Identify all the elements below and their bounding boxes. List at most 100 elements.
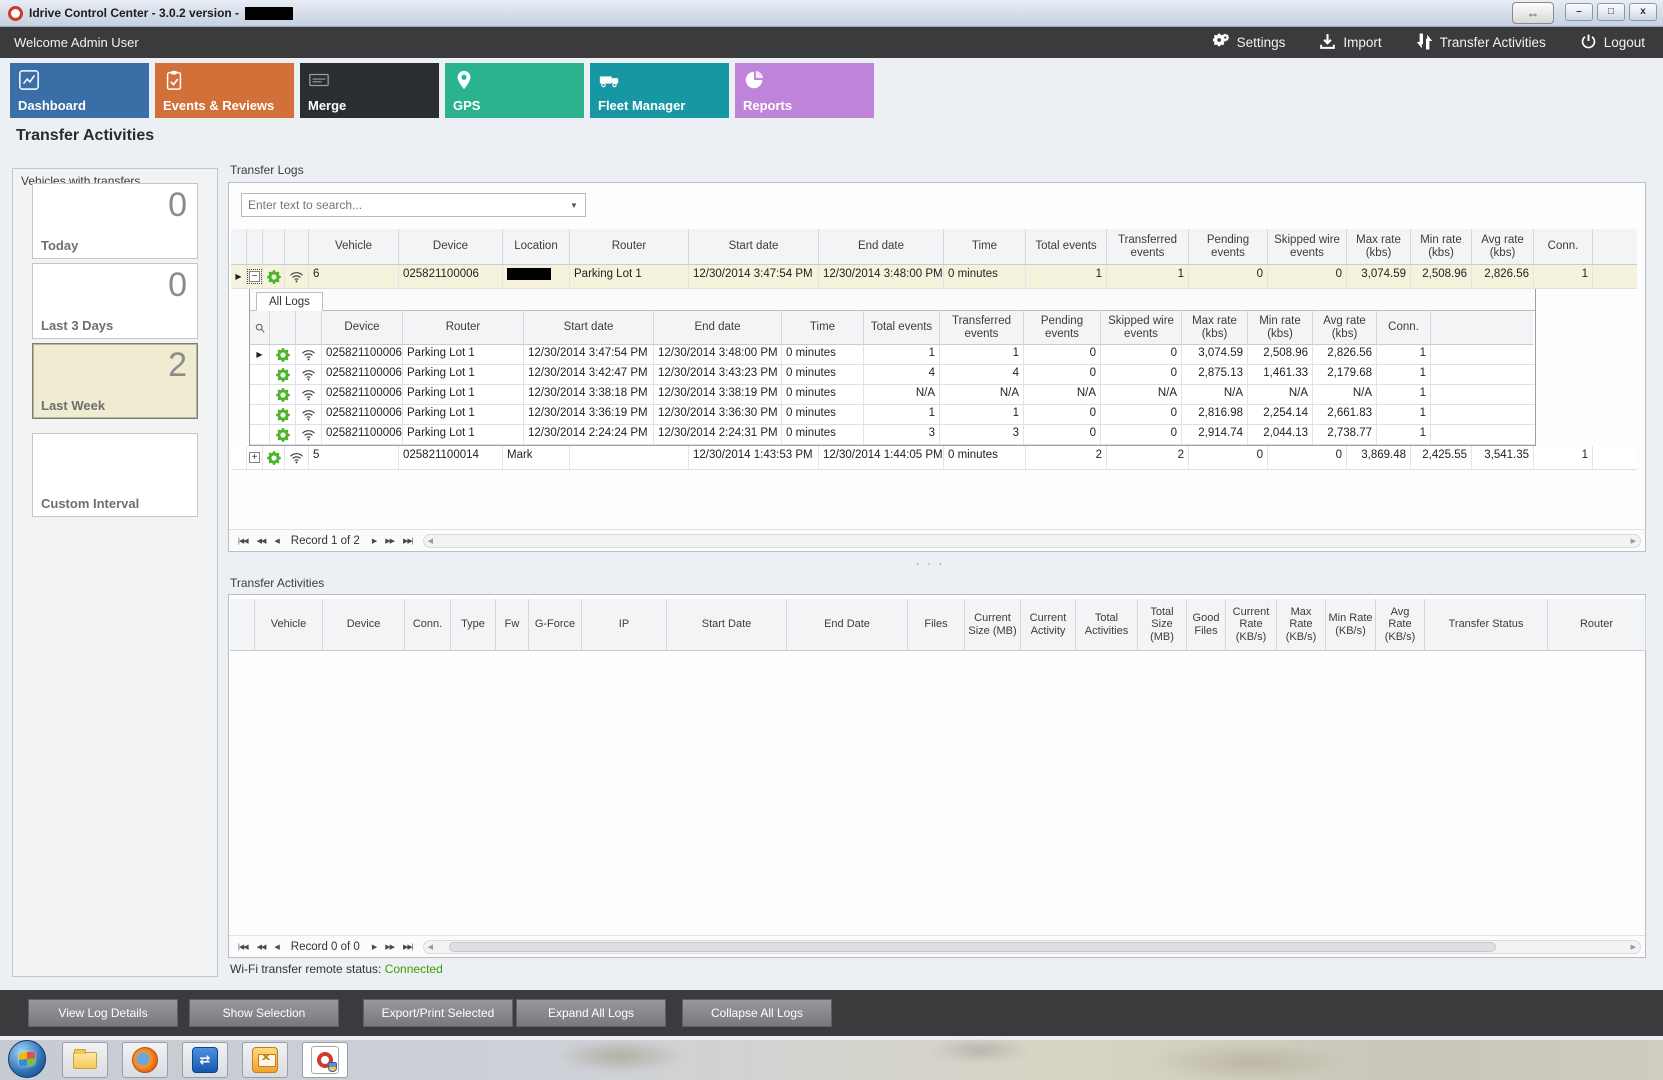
sub-column-header-min-rate-kbs-[interactable]: Min rate (kbs) [1248, 311, 1313, 345]
sub-column-header-time[interactable]: Time [782, 311, 864, 345]
column-header-total-events[interactable]: Total events [1026, 229, 1107, 265]
header-action-transfer-activities[interactable]: Transfer Activities [1416, 33, 1546, 53]
activities-column-header-g-force[interactable]: G-Force [529, 599, 582, 651]
footer-button-view-log-details[interactable]: View Log Details [28, 999, 178, 1027]
scrollbar-thumb[interactable] [448, 941, 1496, 952]
column-header-end-date[interactable]: End date [819, 229, 944, 265]
gear-icon[interactable] [266, 269, 281, 284]
nav-tile-merge[interactable]: Merge [300, 63, 439, 118]
sub-column-header-router[interactable]: Router [403, 311, 524, 345]
sub-log-row[interactable]: 025821100006 Parking Lot 1 12/30/2014 3:38… [250, 385, 1535, 405]
gear-icon[interactable] [275, 387, 290, 402]
sub-log-row[interactable]: 025821100006 Parking Lot 1 12/30/2014 3:36… [250, 405, 1535, 425]
sub-column-header-device[interactable]: Device [322, 311, 403, 345]
activities-column-header-files[interactable]: Files [908, 599, 965, 651]
sub-column-header-conn-[interactable]: Conn. [1377, 311, 1431, 345]
horizontal-scrollbar[interactable]: ◀ ▶ [422, 533, 1641, 548]
collapse-row-button[interactable]: − [246, 268, 263, 285]
sub-log-row[interactable]: 025821100006 Parking Lot 1 12/30/2014 3:42… [250, 365, 1535, 385]
sub-column-header-total-events[interactable]: Total events [864, 311, 940, 345]
interval-card-last-3-days[interactable]: 0 Last 3 Days [32, 263, 198, 339]
sub-column-header-start-date[interactable]: Start date [524, 311, 654, 345]
gear-icon[interactable] [266, 450, 281, 465]
activities-column-header-conn-[interactable]: Conn. [405, 599, 451, 651]
scroll-right-icon[interactable]: ▶ [1630, 537, 1636, 545]
firefox-icon[interactable] [122, 1042, 168, 1078]
header-action-settings[interactable]: Settings [1212, 32, 1285, 53]
interval-card-today[interactable]: 0 Today [32, 183, 198, 259]
windows-start-icon[interactable] [4, 1040, 50, 1078]
outlook-icon[interactable] [242, 1042, 288, 1078]
nav-tile-reports[interactable]: Reports [735, 63, 874, 118]
nav-tile-fleet-manager[interactable]: Fleet Manager [590, 63, 729, 118]
nav-tile-events-reviews[interactable]: Events & Reviews [155, 63, 294, 118]
file-explorer-icon[interactable] [62, 1042, 108, 1078]
teamviewer-icon[interactable]: ⇄ [182, 1042, 228, 1078]
footer-button-export-print-selected[interactable]: Export/Print Selected [363, 999, 513, 1027]
pager-prev-button[interactable]: ◀ [274, 537, 279, 545]
activities-column-header-end-date[interactable]: End Date [787, 599, 908, 651]
pager-prev-button[interactable]: ◀ [274, 943, 279, 951]
pager-prev-page-button[interactable]: ◀◀ [256, 943, 267, 951]
activities-column-header-fw[interactable]: Fw [496, 599, 529, 651]
footer-button-show-selection[interactable]: Show Selection [189, 999, 339, 1027]
activities-column-header-min-rate-kb-s-[interactable]: Min Rate (KB/s) [1326, 599, 1376, 651]
activities-column-header-transfer-status[interactable]: Transfer Status [1425, 599, 1548, 651]
sub-column-header-max-rate-kbs-[interactable]: Max rate (kbs) [1182, 311, 1248, 345]
close-button[interactable]: x [1629, 3, 1657, 21]
sub-column-header-skipped-wire-events[interactable]: Skipped wire events [1101, 311, 1182, 345]
activities-column-header-ip[interactable]: IP [582, 599, 667, 651]
tab-all-logs[interactable]: All Logs [256, 292, 323, 311]
transfer-log-row[interactable]: +5 025821100014 Mark 12/30/2014 1:43:53 PM 1… [231, 446, 1637, 470]
remote-session-button[interactable]: ⇔ [1512, 2, 1554, 24]
sub-log-row[interactable]: ▶ 025821100006 Parking Lot 1 12/30/2014 3:4… [250, 345, 1535, 365]
column-header-max-rate-kbs-[interactable]: Max rate (kbs) [1347, 229, 1411, 265]
panel-splitter[interactable]: · · · [915, 556, 945, 570]
sub-column-header-transferred-events[interactable]: Transferred events [940, 311, 1024, 345]
column-header-pending-events[interactable]: Pending events [1189, 229, 1268, 265]
column-header-avg-rate-kbs-[interactable]: Avg rate (kbs) [1472, 229, 1534, 265]
scroll-left-icon[interactable]: ◀ [427, 943, 433, 951]
column-header-location[interactable]: Location [503, 229, 570, 265]
pager-first-button[interactable]: |◀◀ [238, 537, 249, 545]
activities-column-header-good-files[interactable]: Good Files [1187, 599, 1226, 651]
interval-card-last-week[interactable]: 2 Last Week [32, 343, 198, 419]
gear-icon[interactable] [275, 347, 290, 362]
pager-next-page-button[interactable]: ▶▶ [385, 943, 395, 951]
activities-column-header-current-rate-kb-s-[interactable]: Current Rate (KB/s) [1226, 599, 1277, 651]
minimize-button[interactable]: – [1565, 3, 1593, 21]
sub-column-header-pending-events[interactable]: Pending events [1024, 311, 1101, 345]
horizontal-scrollbar[interactable]: ◀ ▶ [422, 939, 1641, 954]
transfer-log-row[interactable]: ▶ −6 025821100006 Parking Lot 1 12/30/2014 3… [231, 265, 1637, 289]
activities-column-header-device[interactable]: Device [323, 599, 405, 651]
pager-next-button[interactable]: ▶ [371, 537, 377, 545]
activities-column-header-current-size-mb-[interactable]: Current Size (MB) [965, 599, 1021, 651]
interval-card-custom-interval[interactable]: Custom Interval [32, 433, 198, 517]
activities-column-header-avg-rate-kb-s-[interactable]: Avg Rate (KB/s) [1376, 599, 1425, 651]
scroll-left-icon[interactable]: ◀ [427, 537, 433, 545]
column-header-start-date[interactable]: Start date [689, 229, 819, 265]
column-header-skipped-wire-events[interactable]: Skipped wire events [1268, 229, 1347, 265]
header-action-import[interactable]: Import [1319, 33, 1382, 53]
activities-column-header-start-date[interactable]: Start Date [667, 599, 787, 651]
pager-next-button[interactable]: ▶ [371, 943, 377, 951]
footer-button-collapse-all-logs[interactable]: Collapse All Logs [682, 999, 832, 1027]
sub-column-header-end-date[interactable]: End date [654, 311, 782, 345]
pager-first-button[interactable]: |◀◀ [238, 943, 249, 951]
expand-row-button[interactable]: + [249, 452, 260, 463]
column-header-router[interactable]: Router [570, 229, 689, 265]
column-header-vehicle[interactable]: Vehicle [309, 229, 399, 265]
gear-icon[interactable] [275, 427, 290, 442]
nav-tile-gps[interactable]: GPS [445, 63, 584, 118]
activities-column-header-router[interactable]: Router [1548, 599, 1646, 651]
activities-column-header-max-rate-kb-s-[interactable]: Max Rate (KB/s) [1277, 599, 1326, 651]
pager-prev-page-button[interactable]: ◀◀ [256, 537, 267, 545]
pager-next-page-button[interactable]: ▶▶ [385, 537, 395, 545]
search-icon[interactable] [255, 323, 265, 333]
scroll-right-icon[interactable]: ▶ [1630, 943, 1636, 951]
chevron-down-icon[interactable]: ▼ [570, 200, 578, 210]
sub-log-row[interactable]: 025821100006 Parking Lot 1 12/30/2014 2:24… [250, 425, 1535, 445]
maximize-button[interactable]: □ [1597, 3, 1625, 21]
activities-column-header-vehicle[interactable]: Vehicle [255, 599, 323, 651]
idrive-app-icon[interactable] [302, 1042, 348, 1078]
